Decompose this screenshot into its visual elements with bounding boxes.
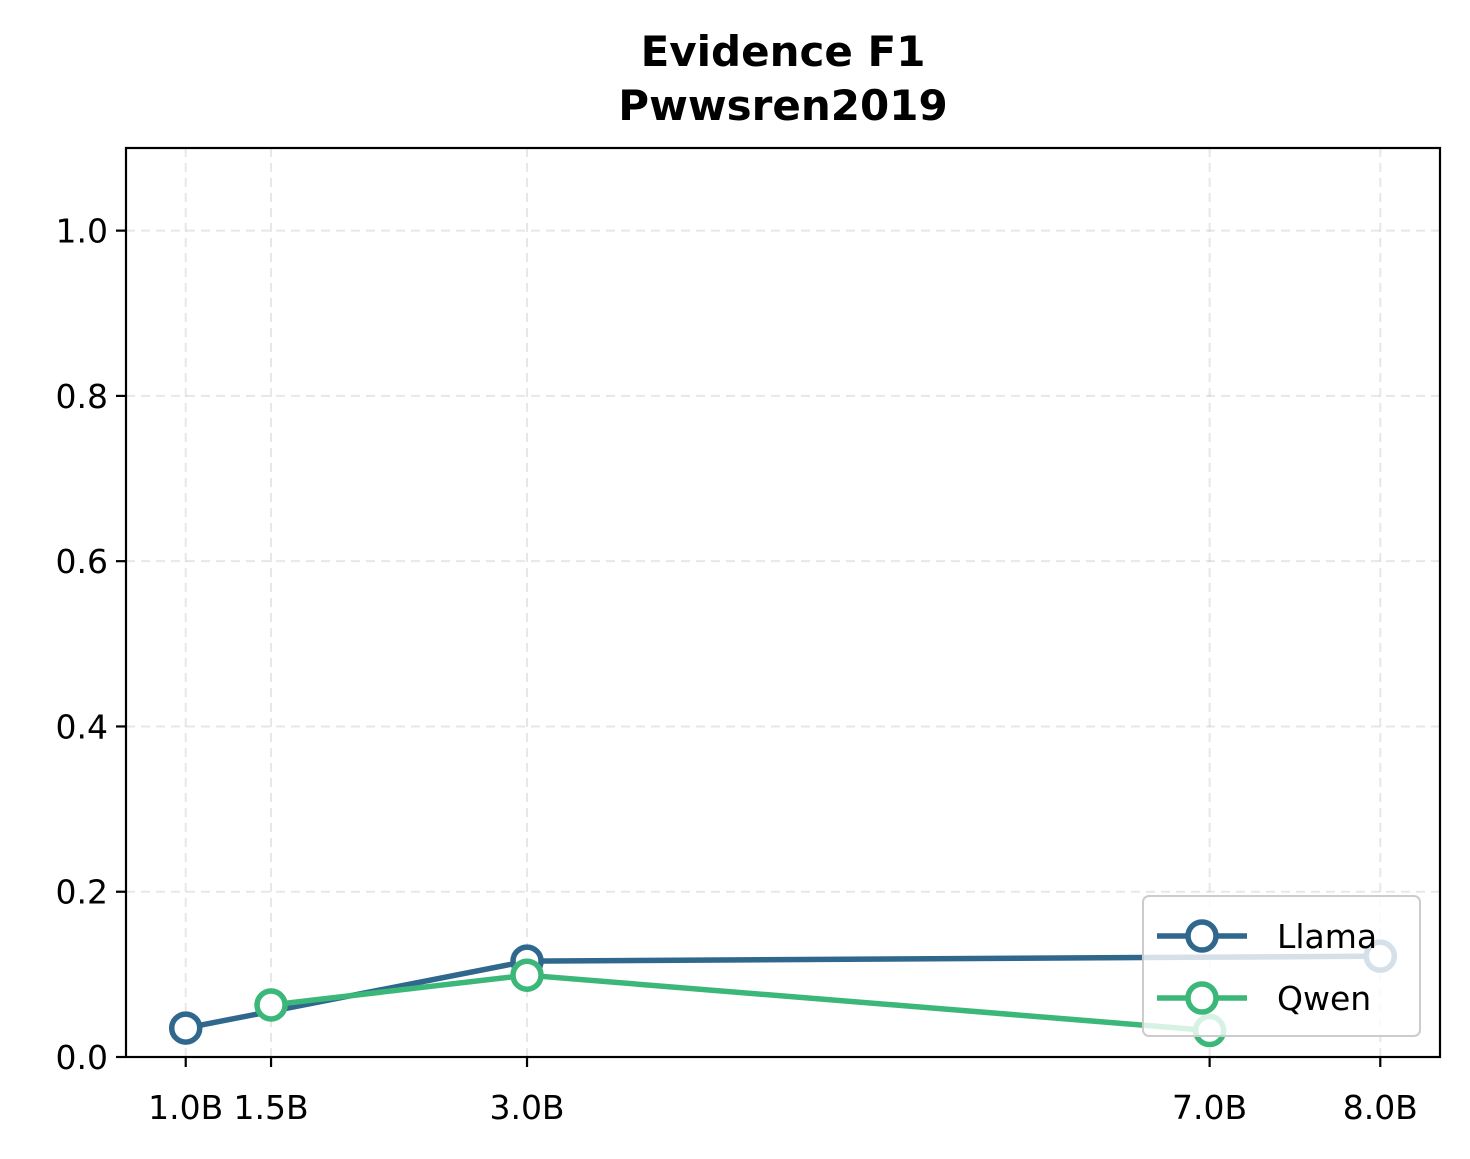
x-tick-label: 1.5B	[233, 1088, 308, 1127]
legend-marker-llama	[1185, 919, 1219, 953]
x-tick-label: 1.0B	[148, 1088, 223, 1127]
legend-item-llama: Llama	[1157, 917, 1377, 956]
y-tick-label: 0.4	[56, 707, 108, 746]
chart-title-line-1: Evidence F1	[641, 27, 926, 76]
y-tick-label: 0.0	[56, 1038, 108, 1077]
y-axis: 0.0 0.2 0.4 0.6 0.8 1.0	[56, 212, 126, 1077]
y-tick-label: 0.6	[56, 542, 108, 581]
y-tick-label: 0.2	[56, 873, 108, 912]
data-point-qwen	[254, 988, 288, 1022]
x-tick-label: 8.0B	[1343, 1088, 1418, 1127]
legend-label-qwen: Qwen	[1277, 979, 1371, 1018]
legend-label-llama: Llama	[1277, 917, 1377, 956]
data-point-llama	[168, 1011, 203, 1045]
legend-marker-qwen	[1185, 981, 1219, 1015]
legend: Llama Qwen	[1142, 895, 1421, 1037]
y-tick-label: 0.8	[56, 377, 108, 416]
y-tick-label: 1.0	[56, 212, 108, 251]
plot-area-frame	[124, 146, 1442, 1059]
legend-item-qwen: Qwen	[1157, 979, 1371, 1018]
chart-title-line-2: Pwwsren2019	[618, 81, 947, 130]
x-tick-label: 7.0B	[1172, 1088, 1247, 1127]
x-tick-label: 3.0B	[489, 1088, 564, 1127]
data-point-qwen	[510, 958, 544, 992]
x-axis: 1.0B 1.5B 3.0B 7.0B 8.0B	[148, 1057, 1418, 1127]
series-qwen	[254, 958, 1227, 1048]
